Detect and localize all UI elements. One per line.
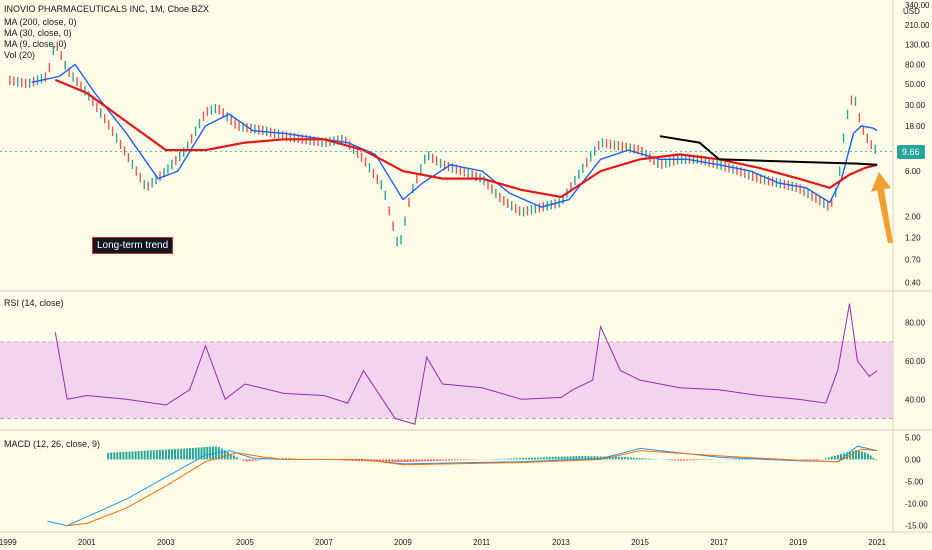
currency-label: USD (903, 7, 920, 16)
rsi-band (0, 341, 893, 419)
ma30-line (54, 78, 878, 199)
price-tick-label: 210.00 (905, 21, 930, 30)
price-tick-label: 130.00 (905, 41, 930, 50)
indicator-ma200[interactable]: MA (200, close, 0) (4, 17, 77, 27)
rsi-tick-label: 40.00 (905, 395, 926, 404)
x-tick-label: 2011 (473, 538, 491, 547)
price-tick-label: 340.00 (905, 1, 930, 10)
indicator-vol[interactable]: Vol (20) (4, 50, 36, 60)
macd-title[interactable]: MACD (12, 26, close, 9) (4, 439, 101, 449)
x-tick-label: 2015 (631, 538, 649, 547)
price-tick-label: 50.00 (905, 80, 926, 89)
x-tick-label: 2009 (394, 538, 412, 547)
rsi-tick-label: 80.00 (905, 319, 926, 328)
last-price-tag: 9.66 (897, 145, 925, 159)
price-tick-label: 18.00 (905, 122, 926, 131)
price-tick-label: 1.20 (905, 233, 921, 242)
price-tick-label: 0.70 (905, 255, 921, 264)
signal-line (67, 448, 878, 527)
indicator-ma9[interactable]: MA (9, close, 0) (4, 39, 67, 49)
rsi-tick-label: 60.00 (905, 357, 926, 366)
x-tick-label: 2005 (236, 538, 254, 547)
price-tick-label: 2.00 (905, 212, 921, 221)
x-tick-label: 2007 (315, 538, 333, 547)
symbol-title: INOVIO PHARMACEUTICALS INC, 1M, Cboe BZX (4, 4, 210, 14)
x-tick-label: 2001 (78, 538, 96, 547)
long-term-trend-label: Long-term trend (92, 237, 174, 254)
x-tick-label: 2013 (552, 538, 570, 547)
macd-tick-label: 5.00 (905, 433, 921, 442)
trend-line (659, 135, 878, 166)
macd-tick-label: -15.00 (905, 522, 928, 531)
x-tick-label: 2003 (157, 538, 175, 547)
price-tick-label: 80.00 (905, 61, 926, 70)
x-tick-label: 2019 (789, 538, 807, 547)
price-tick-label: 6.00 (905, 167, 921, 176)
ma9-line (31, 63, 878, 208)
x-tick-label: 1999 (0, 538, 17, 547)
x-tick-label: 2021 (868, 538, 886, 547)
price-tick-label: 0.40 (905, 279, 921, 288)
indicator-ma30[interactable]: MA (30, close, 0) (4, 28, 72, 38)
macd-tick-label: 0.00 (905, 455, 921, 464)
macd-tick-label: -10.00 (905, 500, 928, 509)
rsi-title[interactable]: RSI (14, close) (4, 298, 64, 308)
x-tick-label: 2017 (710, 538, 728, 547)
macd-tick-label: -5.00 (905, 478, 924, 487)
rsi-line (54, 303, 878, 425)
up-arrow-annotation (871, 172, 893, 243)
price-tick-label: 30.00 (905, 101, 926, 110)
